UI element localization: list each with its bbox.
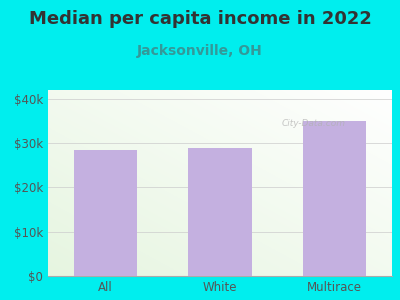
- Text: Jacksonville, OH: Jacksonville, OH: [137, 44, 263, 58]
- Text: City-Data.com: City-Data.com: [282, 119, 346, 128]
- Text: Median per capita income in 2022: Median per capita income in 2022: [28, 11, 372, 28]
- Bar: [188, 148, 252, 276]
- Bar: [74, 150, 137, 276]
- Bar: [303, 121, 366, 276]
